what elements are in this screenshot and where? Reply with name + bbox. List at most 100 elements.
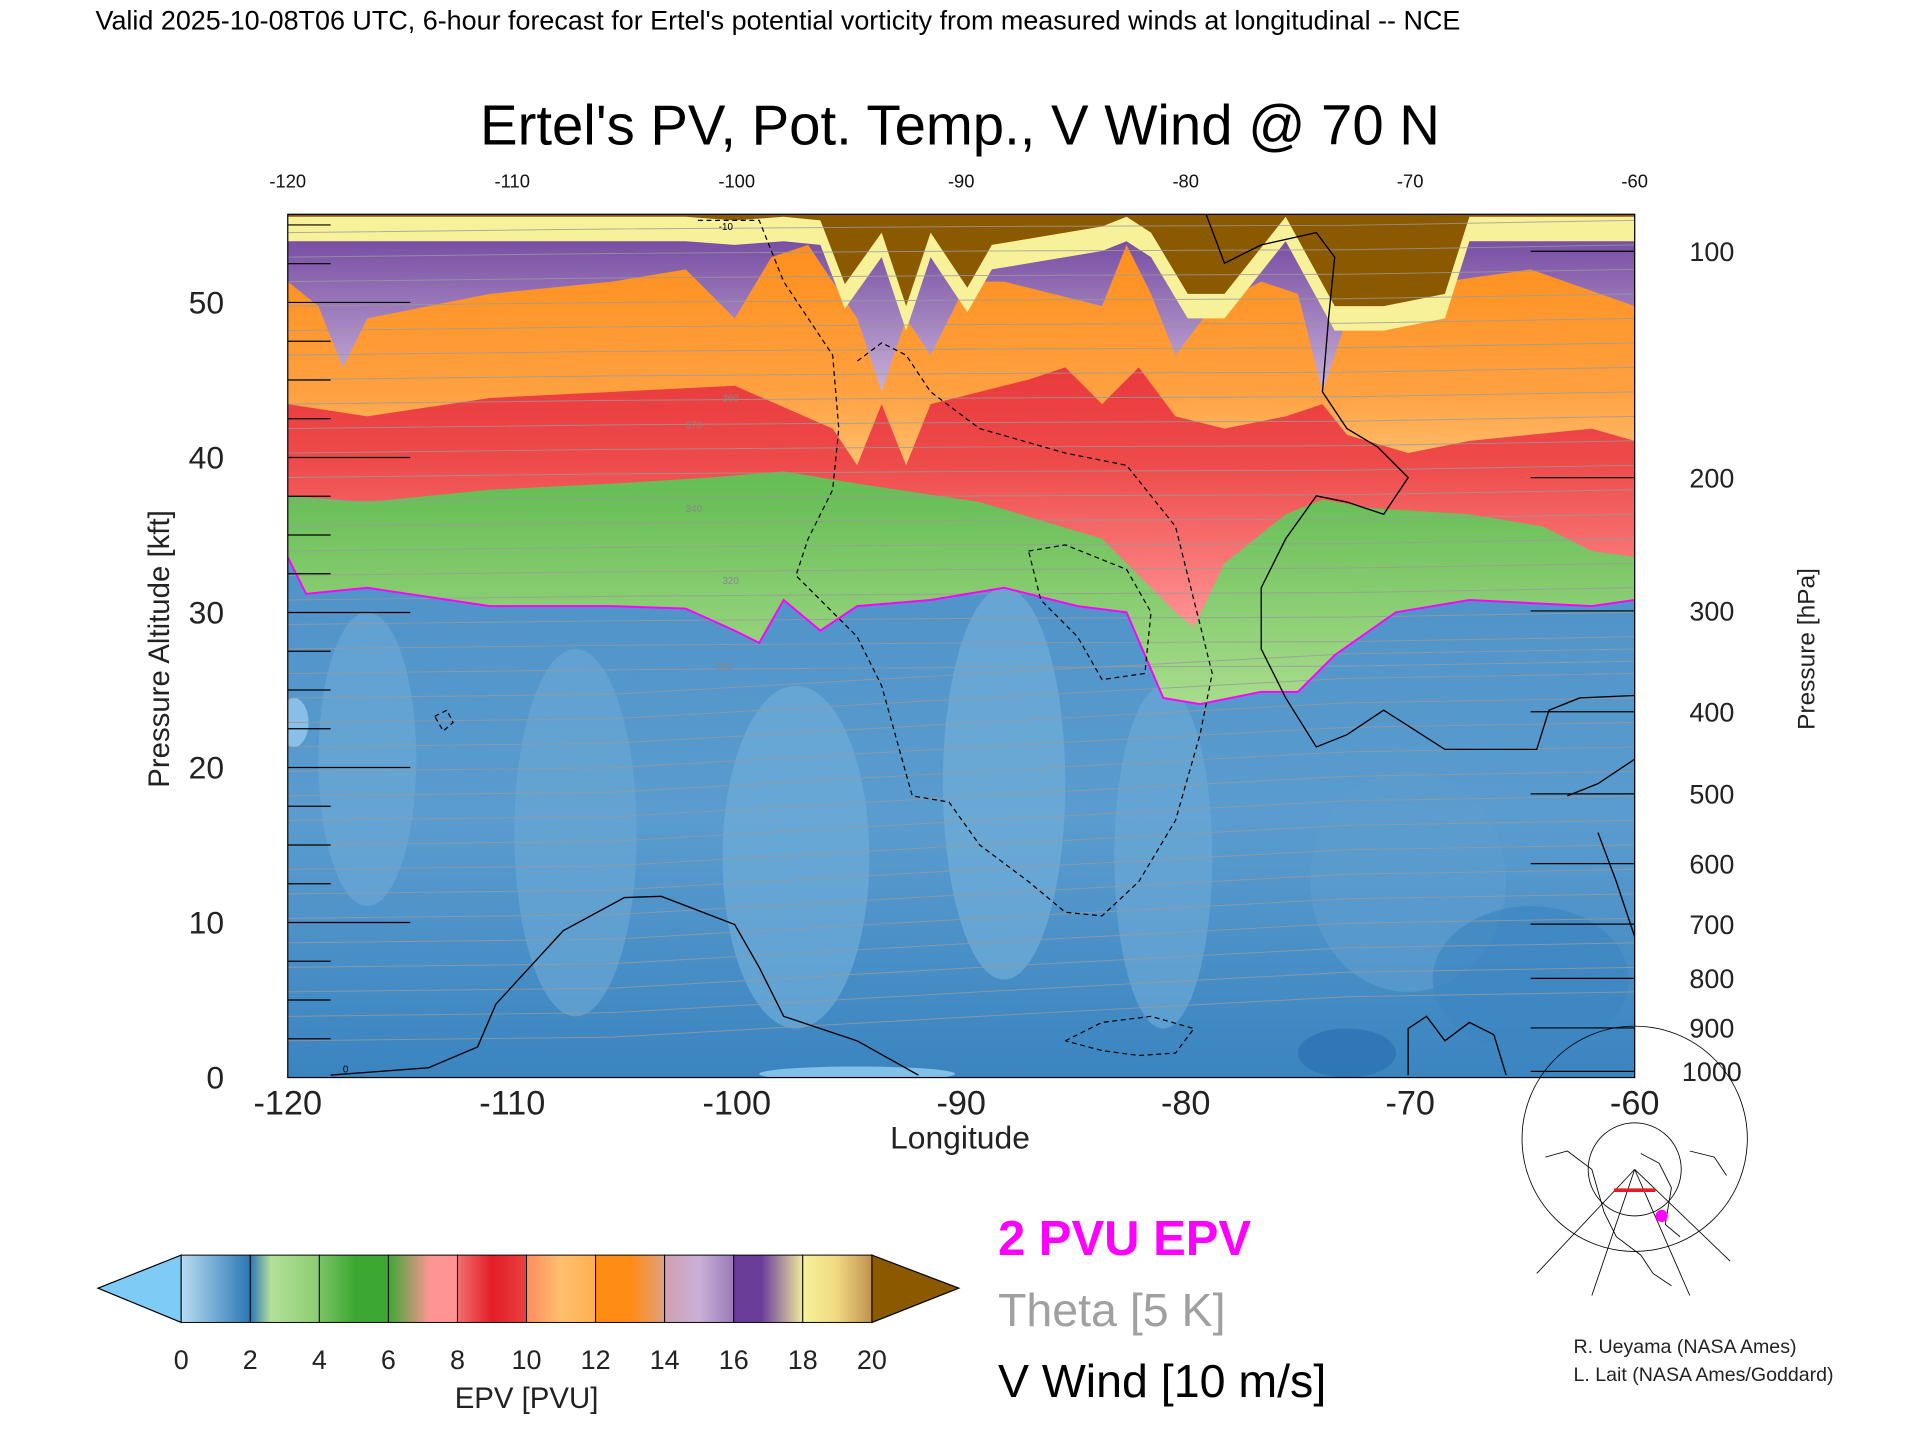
x-tick-label: -90 (936, 1084, 986, 1122)
pv-field-patch (942, 587, 1066, 980)
theta-line (287, 917, 1635, 968)
contour-label: 340 (686, 504, 703, 515)
theta-line (287, 721, 1635, 772)
colorbar-tick-label: 14 (650, 1345, 680, 1375)
theta-line (287, 219, 1635, 234)
theta-line (287, 489, 1635, 503)
map-meridian (1536, 1169, 1636, 1274)
top-x-axis: -120 -110 -100 -90 -80 -70 -60 (269, 170, 1648, 191)
contour-label: 0 (343, 1065, 349, 1076)
pv-field-patch (318, 612, 417, 907)
colorbar-tick-label: 12 (581, 1345, 611, 1375)
v-wind-line-dashed (697, 219, 1213, 917)
theta-contours (287, 219, 1635, 1042)
contour-label: -10 (719, 222, 734, 233)
colorbar-segment (733, 1254, 804, 1323)
contour-labels: -10 0 370 360 340 320 310 (343, 222, 739, 1075)
y-tick-label: 40 (189, 439, 224, 475)
y2-tick-label: 300 (1689, 597, 1734, 627)
v-wind-line-solid (1567, 758, 1635, 797)
colorbar-tick-label: 0 (174, 1345, 189, 1375)
map-location-dot (1655, 1209, 1668, 1223)
colorbar-tick-label: 10 (512, 1345, 542, 1375)
theta-line (287, 611, 1635, 625)
map-outer-latitude (1521, 1025, 1748, 1252)
legend-pv-2pvu: 2 PVU EPV (998, 1212, 1251, 1266)
top-x-tick-label: -80 (1172, 170, 1199, 191)
theta-line (287, 648, 1635, 699)
colorbar-label: EPV [PVU] (455, 1382, 599, 1415)
colorbar-tick-label: 18 (788, 1345, 818, 1375)
theta-line (287, 966, 1635, 1017)
x-tick-label: -60 (1610, 1084, 1660, 1122)
colorbar-over-arrow (871, 1254, 961, 1324)
bottom-x-axis: -120 -110 -100 -90 -80 -70 -60 (253, 1084, 1659, 1122)
left-y-axis: 0 10 20 30 40 50 (189, 284, 224, 1095)
y-tick-label: 30 (189, 595, 224, 631)
y-tick-label: 20 (189, 750, 224, 786)
y2-tick-label: 700 (1689, 910, 1734, 940)
contour-label: 360 (722, 394, 739, 405)
theta-line (287, 244, 1635, 258)
colorbar-tick-label: 4 (312, 1345, 327, 1375)
theta-line (287, 636, 1635, 650)
theta-line (287, 562, 1635, 576)
y2-tick-label: 900 (1689, 1014, 1734, 1044)
colorbar-tick-label: 8 (450, 1345, 465, 1375)
map-coastlines (1545, 1150, 1727, 1287)
theta-line (287, 513, 1635, 528)
pv-field-patch (1114, 685, 1213, 1029)
theta-line (287, 868, 1635, 919)
top-x-tick-label: -70 (1397, 170, 1424, 191)
map-meridian (1591, 1169, 1636, 1296)
theta-line (287, 660, 1635, 674)
v-wind-line-dashed (434, 709, 454, 732)
y-tick-label: 0 (206, 1060, 224, 1096)
x-tick-label: -100 (702, 1084, 771, 1122)
locator-map (1521, 1025, 1748, 1298)
colorbar-segment (595, 1254, 666, 1323)
colorbar-under-arrow (96, 1254, 182, 1324)
plot-frame (287, 213, 1636, 1079)
map-70n-circle (1587, 1122, 1682, 1217)
legend-v-wind: V Wind [10 m/s] (998, 1355, 1326, 1407)
theta-line (287, 746, 1635, 797)
map-meridian (1634, 1169, 1731, 1262)
contour-label: 370 (686, 421, 703, 432)
legend: 2 PVU EPV Theta [5 K] V Wind [10 m/s] (998, 1212, 1326, 1407)
theta-line (287, 697, 1635, 748)
contour-label: 320 (722, 576, 739, 587)
theta-line (287, 893, 1635, 944)
colorbar-segment (387, 1254, 458, 1323)
v-wind-line-dashed (1065, 1015, 1195, 1057)
theta-line (287, 415, 1635, 430)
theta-line (287, 942, 1635, 993)
colorbar-segment (664, 1254, 735, 1323)
y-tick-label: 10 (189, 905, 224, 941)
pv-field-patch (1297, 1028, 1396, 1078)
map-frame (1534, 1146, 1732, 1298)
forecast-subtitle: Valid 2025-10-08T06 UTC, 6-hour forecast… (96, 5, 1461, 35)
v-wind-line-solid (330, 895, 919, 1076)
theta-line (287, 317, 1635, 332)
x-tick-label: -80 (1161, 1084, 1211, 1122)
y2-tick-label: 500 (1689, 780, 1734, 810)
top-x-tick-label: -120 (269, 170, 306, 191)
y-axis-label: Pressure Altitude [kft] (143, 510, 176, 788)
colorbar-tick-label: 2 (243, 1345, 258, 1375)
y2-tick-label: 600 (1689, 849, 1734, 879)
theta-line (287, 342, 1635, 356)
colorbar-tick-label: 16 (719, 1345, 749, 1375)
theta-line (287, 464, 1635, 479)
credit-line-2: L. Lait (NASA Ames/Goddard) (1573, 1364, 1833, 1386)
y-tick-label: 50 (189, 284, 224, 320)
v-wind-line-solid (1597, 832, 1635, 937)
y2-tick-label: 400 (1689, 697, 1734, 727)
theta-line (287, 268, 1635, 283)
v-wind-contours (330, 214, 1635, 1076)
colorbar: 0 2 4 6 8 10 12 14 16 18 20 EPV [PVU] (96, 1254, 961, 1415)
colorbar-segment (249, 1254, 320, 1323)
y2-axis-label: Pressure [hPa] (1794, 568, 1821, 730)
